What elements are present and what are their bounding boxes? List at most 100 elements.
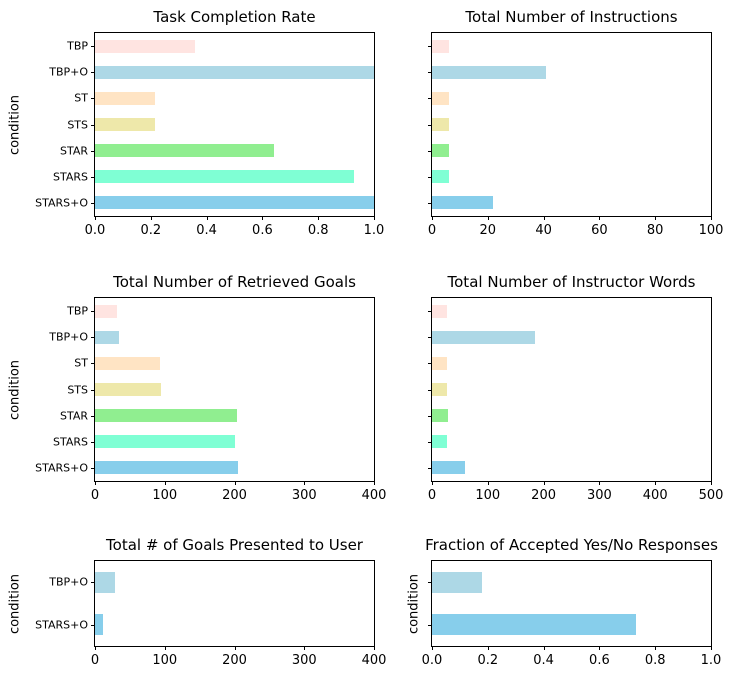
- bar-TBP+O: [432, 571, 483, 593]
- x-tick-label: 400: [642, 488, 668, 503]
- x-tick-mark: [164, 646, 166, 650]
- chart-task-completion-rate: Task Completion Rate condition TBP TBP+O S…: [8, 8, 385, 238]
- y-tick-mark: [91, 467, 95, 469]
- bar-TBP: [95, 304, 117, 318]
- x-tick-mark: [95, 481, 96, 485]
- bar-STAR: [95, 144, 275, 158]
- x-tick-label: 1.0: [363, 223, 385, 238]
- bar-TBP: [432, 39, 449, 53]
- y-tick-mark: [428, 363, 432, 365]
- x-tick-label: 1.0: [700, 653, 722, 668]
- y-axis-label: condition: [7, 94, 23, 155]
- y-tick-label: STARS+O: [35, 618, 88, 632]
- y-tick-mark: [428, 124, 432, 126]
- x-tick-mark: [374, 216, 375, 220]
- y-tick-label: STARS: [53, 170, 88, 184]
- x-tick-label: 80: [646, 223, 664, 238]
- y-tick-mark: [91, 337, 95, 339]
- bar-STARS: [432, 170, 449, 184]
- x-tick-label: 0: [427, 488, 437, 503]
- plot-area: 0 100 200 300 400 500: [428, 297, 723, 503]
- x-tick-mark: [304, 481, 306, 485]
- bar-ST: [95, 91, 155, 105]
- x-tick-mark: [234, 646, 236, 650]
- x-tick-label: 100: [152, 488, 178, 503]
- y-tick-label: TBP: [67, 304, 88, 318]
- y-tick-mark: [428, 337, 432, 339]
- x-tick-label: 400: [361, 488, 387, 503]
- x-tick-mark: [262, 216, 264, 220]
- x-tick-mark: [95, 216, 96, 220]
- y-tick-mark: [91, 202, 95, 204]
- y-tick-mark: [91, 415, 95, 417]
- y-tick-label: STS: [67, 118, 88, 131]
- bar-STARS+O: [95, 614, 104, 636]
- chart-goals-presented: Total # of Goals Presented to User condi…: [8, 536, 387, 668]
- x-tick-label: 200: [222, 488, 247, 503]
- x-tick-label: 400: [361, 653, 387, 668]
- chart-title: Task Completion Rate: [153, 7, 316, 26]
- y-tick-mark: [428, 311, 432, 313]
- x-tick-label: 200: [531, 488, 557, 503]
- y-tick-label: ST: [74, 91, 88, 105]
- bar-TBP+O: [95, 65, 374, 79]
- y-tick-mark: [91, 582, 95, 584]
- x-tick-label: 0.8: [644, 653, 666, 668]
- x-tick-mark: [95, 646, 96, 650]
- bar-ST: [432, 356, 448, 370]
- x-tick-mark: [655, 216, 657, 220]
- y-tick-mark: [428, 389, 432, 391]
- bar-TBP: [432, 304, 448, 318]
- x-tick-label: 0: [90, 653, 100, 668]
- plot-area: 0 20 40 60 80 100: [428, 32, 723, 238]
- y-tick-mark: [428, 467, 432, 469]
- x-tick-label: 0: [90, 488, 100, 503]
- bar-STARS+O: [432, 614, 636, 636]
- x-tick-label: 0.0: [84, 223, 106, 238]
- x-tick-label: 0.0: [421, 653, 443, 668]
- bar-TBP+O: [95, 330, 119, 344]
- bar-STARS: [432, 435, 448, 449]
- y-tick-label: STAR: [59, 409, 88, 423]
- bar-ST: [432, 91, 449, 105]
- chart-title: Total Number of Retrieved Goals: [113, 272, 356, 291]
- plot-area: TBP+O STARS+O 0 100 200 300 400: [35, 560, 386, 668]
- y-tick-mark: [91, 72, 95, 74]
- bar-STS: [95, 382, 162, 397]
- bar-STS: [95, 117, 155, 132]
- x-tick-mark: [711, 646, 712, 650]
- x-tick-label: 300: [586, 488, 612, 503]
- y-tick-label: ST: [74, 356, 88, 370]
- x-tick-mark: [599, 216, 601, 220]
- y-tick-label: STARS: [53, 435, 88, 449]
- x-tick-label: 0.4: [533, 653, 554, 668]
- x-tick-label: 300: [291, 653, 317, 668]
- x-tick-mark: [599, 481, 601, 485]
- x-tick-label: 100: [698, 223, 724, 238]
- y-tick-mark: [428, 150, 432, 152]
- y-tick-mark: [91, 624, 95, 626]
- bar-STARS+O: [95, 461, 238, 475]
- y-tick-mark: [91, 46, 95, 48]
- x-tick-mark: [711, 216, 712, 220]
- plot-area: TBP TBP+O ST STS STAR STARS STARS+O 0 100 200 300 4…: [35, 297, 386, 503]
- bar-STARS: [95, 170, 355, 184]
- x-tick-label: 60: [591, 223, 608, 238]
- y-tick-mark: [428, 72, 432, 74]
- x-tick-label: 0.6: [252, 223, 273, 238]
- y-axis-label: condition: [7, 359, 23, 420]
- y-tick-mark: [91, 124, 95, 126]
- y-axis-label: condition: [7, 573, 23, 634]
- x-tick-label: 100: [152, 653, 178, 668]
- y-tick-label: TBP+O: [49, 65, 88, 79]
- x-tick-mark: [599, 646, 601, 650]
- chart-retrieved-goals: Total Number of Retrieved Goals conditio…: [8, 273, 387, 503]
- x-tick-label: 0.6: [589, 653, 610, 668]
- x-tick-label: 0: [427, 223, 437, 238]
- x-tick-mark: [164, 481, 166, 485]
- x-tick-label: 0.2: [140, 223, 162, 238]
- x-tick-label: 20: [479, 223, 497, 238]
- x-tick-mark: [150, 216, 152, 220]
- plot-area: TBP TBP+O ST STS STAR STARS STARS+O 0.0 0.2 0.4 0.…: [35, 32, 384, 238]
